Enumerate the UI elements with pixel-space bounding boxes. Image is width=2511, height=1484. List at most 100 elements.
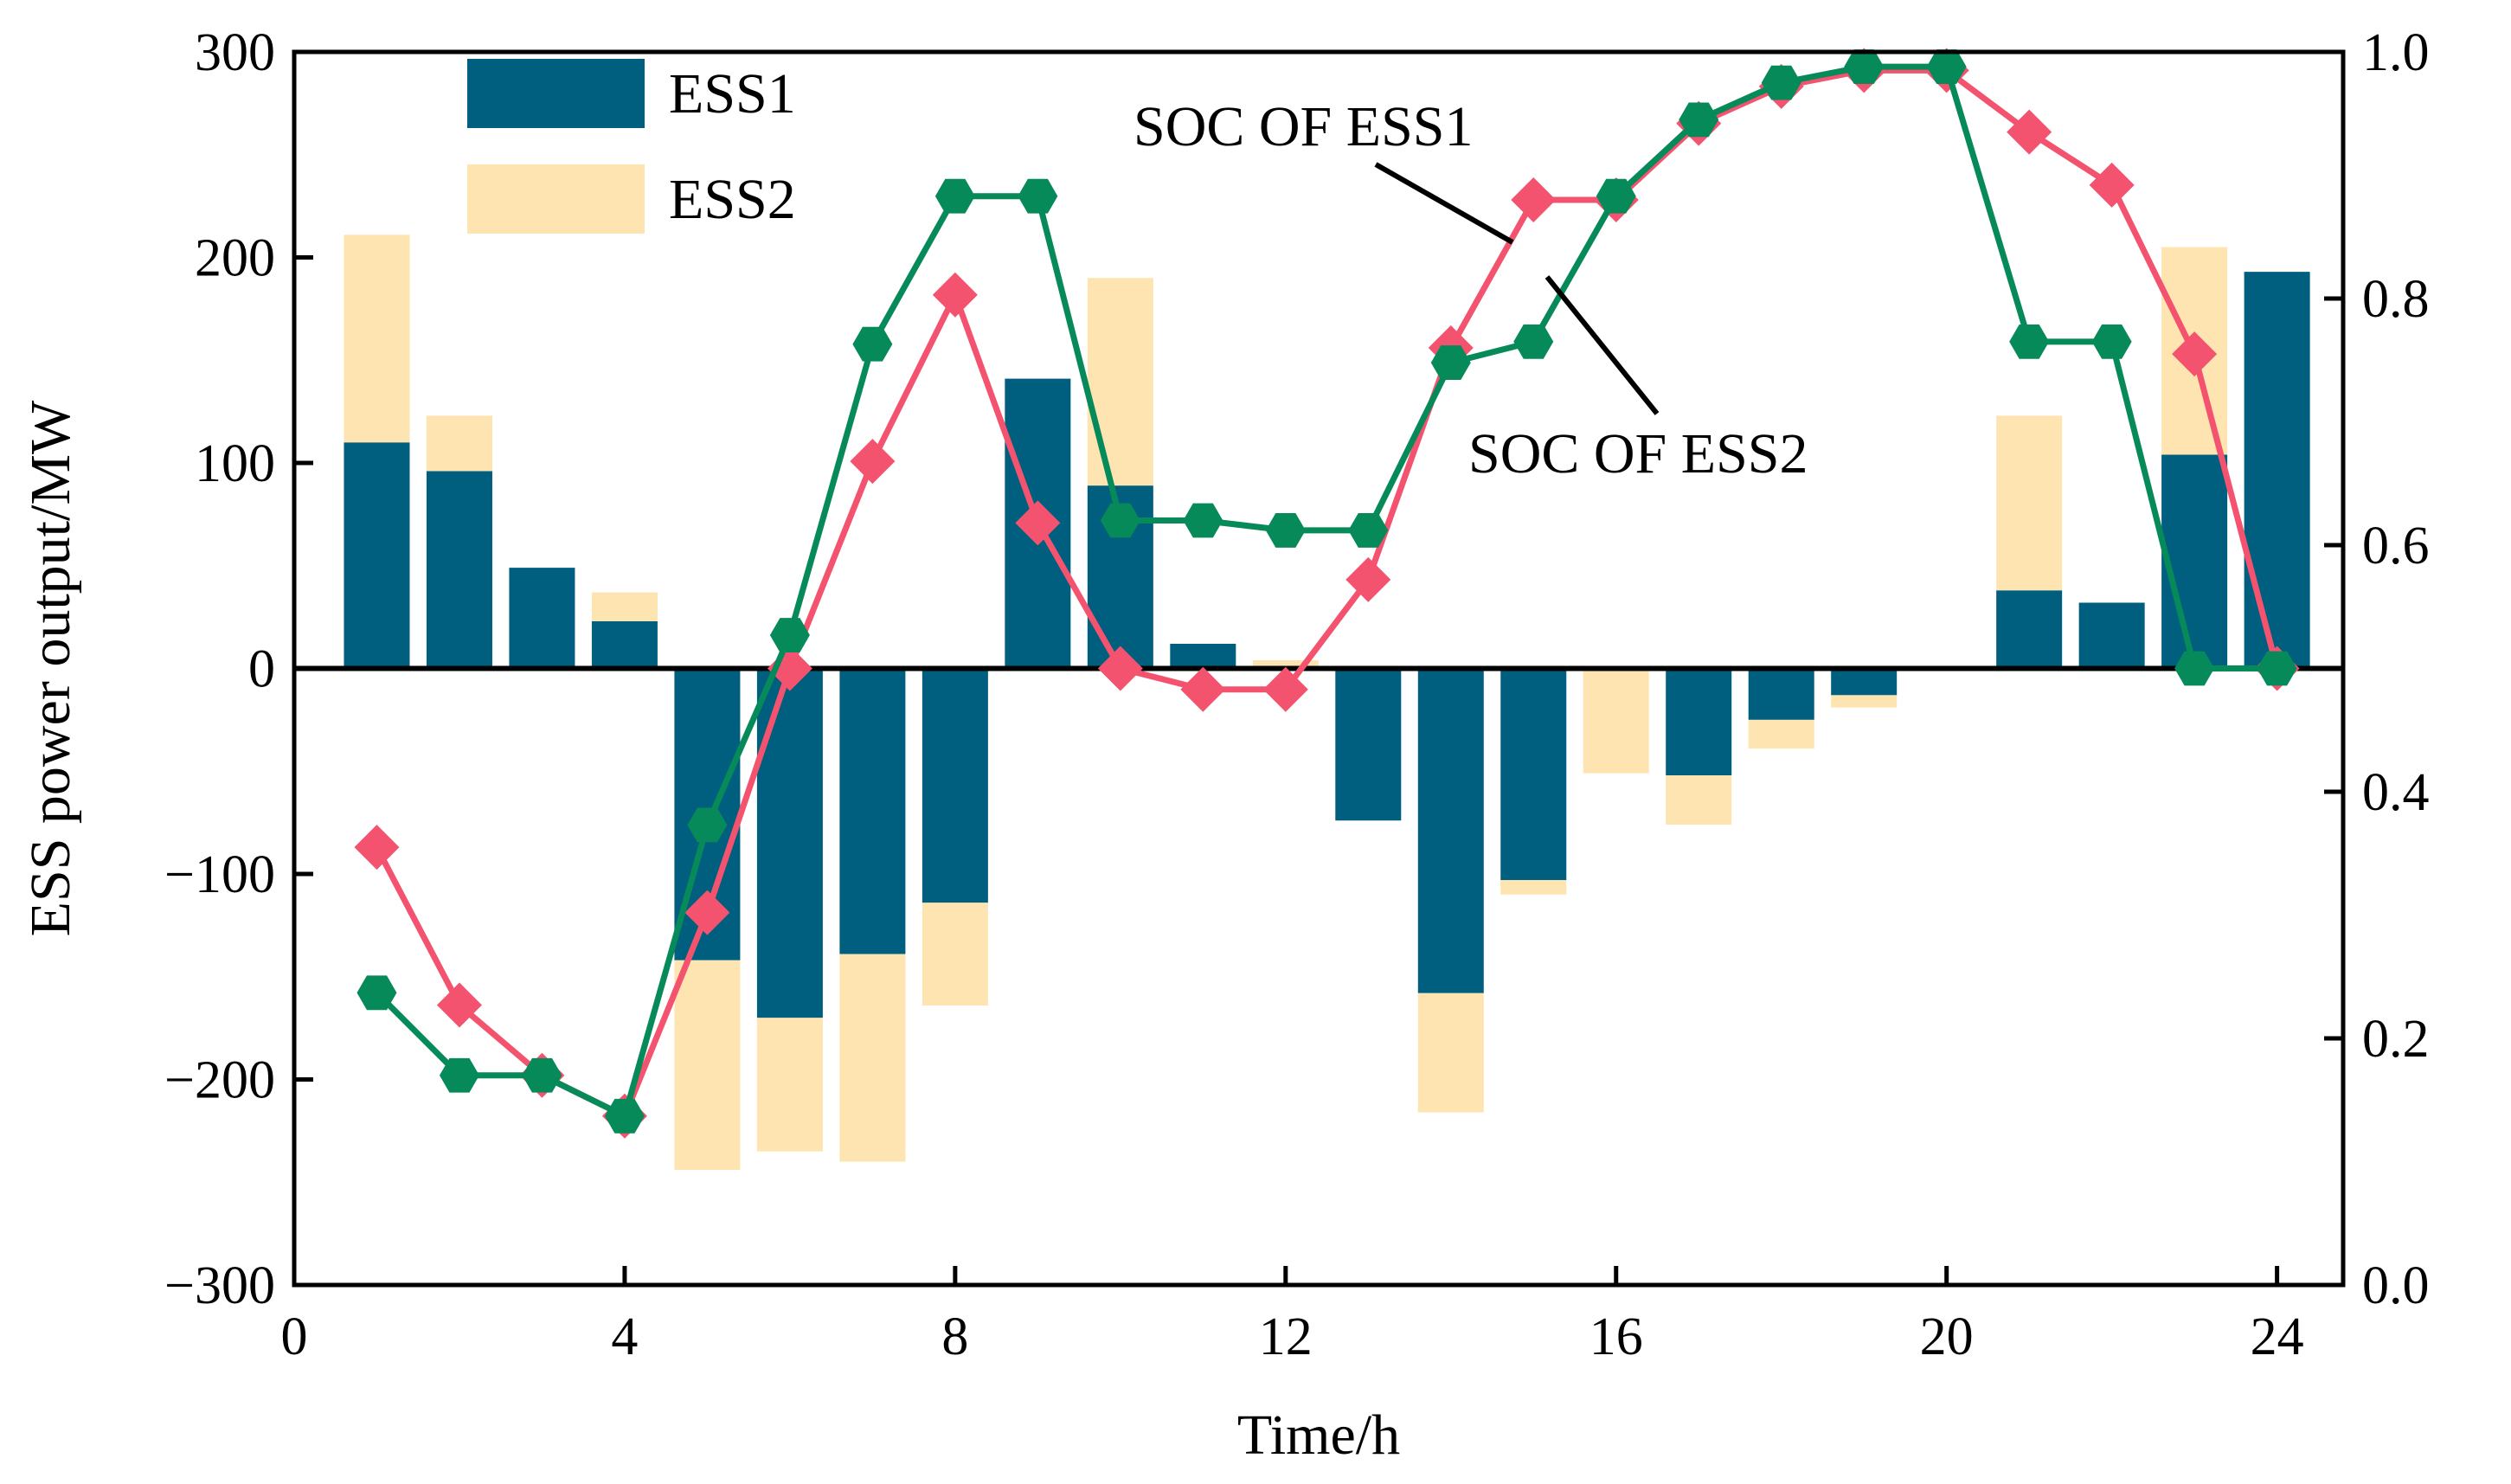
marker-soc-ess1-hour-22 bbox=[2089, 162, 2135, 208]
bar-ess1-hour-24 bbox=[2244, 272, 2310, 669]
bar-ess1-hour-8 bbox=[922, 668, 988, 903]
bar-ess1-hour-22 bbox=[2078, 602, 2145, 669]
marker-soc-ess2-hour-1 bbox=[356, 975, 397, 1011]
marker-soc-ess1-hour-21 bbox=[2007, 109, 2052, 155]
bar-ess1-hour-11 bbox=[1170, 644, 1236, 669]
marker-soc-ess2-hour-19 bbox=[1844, 49, 1885, 85]
marker-soc-ess2-hour-14 bbox=[1430, 345, 1471, 381]
annotation-leader-soc-ess1 bbox=[1374, 162, 1514, 245]
y-tick-label--300: −300 bbox=[164, 1256, 275, 1315]
bar-ess2-hour-4 bbox=[591, 592, 658, 621]
line-soc-ess1 bbox=[374, 67, 2280, 1120]
marker-soc-ess1-hour-7 bbox=[850, 439, 896, 485]
bar-ess2-hour-14 bbox=[1417, 993, 1484, 1113]
y2-tick-label-0.4: 0.4 bbox=[2362, 763, 2430, 822]
bar-ess2-hour-17 bbox=[1666, 775, 1732, 825]
bar-ess2-hour-10 bbox=[1087, 278, 1153, 486]
y-tick-label-100: 100 bbox=[195, 434, 275, 493]
line-soc-ess2 bbox=[375, 63, 2277, 1120]
x-tick-label-4: 4 bbox=[611, 1307, 638, 1366]
marker-soc-ess1-hour-2 bbox=[436, 982, 482, 1028]
bar-ess1-hour-23 bbox=[2161, 454, 2228, 669]
x-tick-label-20: 20 bbox=[1920, 1307, 1974, 1366]
bar-ess1-hour-1 bbox=[344, 442, 410, 669]
annotation-leader-soc-ess2 bbox=[1544, 275, 1660, 415]
legend-swatch-ess1 bbox=[467, 59, 645, 128]
x-tick-label-8: 8 bbox=[941, 1307, 968, 1366]
legend-label-ess1: ESS1 bbox=[669, 62, 796, 125]
marker-soc-ess2-hour-5 bbox=[687, 807, 728, 843]
y-axis-title: ESS power output/MW bbox=[19, 400, 82, 936]
annotations: SOC OF ESS1 SOC OF ESS2 bbox=[1133, 95, 1808, 485]
bar-ess2-hour-15 bbox=[1500, 880, 1567, 895]
legend-swatch-ess2 bbox=[467, 164, 645, 234]
bar-ess1-hour-6 bbox=[756, 668, 823, 1018]
bar-ess2-hour-12 bbox=[1252, 660, 1319, 669]
axes-layer: −300−200−10001002003000.00.20.40.60.81.0… bbox=[164, 23, 2429, 1366]
x-tick-label-0: 0 bbox=[281, 1307, 308, 1366]
marker-soc-ess2-hour-3 bbox=[522, 1057, 562, 1093]
y2-tick-label-1: 1.0 bbox=[2362, 23, 2430, 82]
marker-soc-ess2-hour-10 bbox=[1100, 503, 1140, 538]
bar-ess1-hour-3 bbox=[509, 568, 575, 669]
bar-ess2-hour-16 bbox=[1583, 668, 1649, 774]
bar-ess1-hour-14 bbox=[1417, 668, 1484, 993]
y-tick-label--200: −200 bbox=[164, 1051, 275, 1110]
marker-soc-ess2-hour-16 bbox=[1596, 178, 1636, 214]
bar-ess1-hour-13 bbox=[1335, 668, 1402, 821]
legend: ESS1 ESS2 bbox=[467, 59, 796, 234]
bar-ess2-hour-2 bbox=[426, 415, 492, 472]
bar-ess2-hour-7 bbox=[839, 954, 906, 1162]
marker-soc-ess1-hour-11 bbox=[1180, 666, 1226, 712]
y2-tick-label-0.6: 0.6 bbox=[2362, 517, 2430, 575]
marker-soc-ess1-hour-9 bbox=[1015, 500, 1061, 546]
y-tick-label-0: 0 bbox=[248, 640, 275, 699]
bar-ess1-hour-15 bbox=[1500, 668, 1567, 881]
marker-soc-ess1-hour-5 bbox=[684, 890, 730, 935]
bar-ess1-hour-7 bbox=[839, 668, 906, 954]
bar-ess1-hour-19 bbox=[1831, 668, 1898, 696]
bar-ess1-hour-17 bbox=[1666, 668, 1732, 775]
bar-ess2-hour-18 bbox=[1748, 719, 1814, 749]
y2-tick-label-0.2: 0.2 bbox=[2362, 1010, 2430, 1069]
marker-soc-ess2-hour-18 bbox=[1761, 65, 1801, 100]
annotation-soc-ess1: SOC OF ESS1 bbox=[1133, 95, 1474, 158]
bar-ess2-hour-1 bbox=[344, 234, 410, 443]
bar-ess1-hour-4 bbox=[591, 620, 658, 669]
bar-ess2-hour-19 bbox=[1831, 695, 1898, 708]
marker-soc-ess2-hour-23 bbox=[2174, 651, 2215, 686]
marker-soc-ess2-hour-11 bbox=[1183, 503, 1223, 538]
x-tick-label-12: 12 bbox=[1259, 1307, 1313, 1366]
marker-soc-ess2-hour-8 bbox=[934, 178, 975, 214]
marker-soc-ess2-hour-22 bbox=[2091, 324, 2132, 359]
y2-tick-label-0: 0.0 bbox=[2362, 1256, 2430, 1315]
marker-soc-ess2-hour-7 bbox=[852, 326, 893, 362]
bar-ess1-hour-18 bbox=[1748, 668, 1814, 720]
soc-lines-layer bbox=[354, 48, 2300, 1139]
bar-ess2-hour-6 bbox=[756, 1018, 823, 1152]
y-tick-label--100: −100 bbox=[164, 845, 275, 904]
bar-ess1-hour-21 bbox=[1996, 590, 2063, 669]
x-axis-title: Time/h bbox=[1237, 1404, 1400, 1467]
y-tick-label-300: 300 bbox=[195, 23, 275, 82]
legend-label-ess2: ESS2 bbox=[669, 168, 796, 231]
marker-soc-ess1-hour-23 bbox=[2172, 331, 2218, 377]
marker-soc-ess1-hour-12 bbox=[1262, 666, 1308, 712]
marker-soc-ess2-hour-2 bbox=[439, 1057, 479, 1093]
bar-ess2-hour-21 bbox=[1996, 415, 2063, 591]
y2-tick-label-0.8: 0.8 bbox=[2362, 270, 2430, 329]
marker-soc-ess2-hour-9 bbox=[1018, 178, 1058, 214]
marker-soc-ess1-hour-15 bbox=[1511, 177, 1557, 222]
marker-soc-ess1-hour-13 bbox=[1345, 556, 1391, 602]
marker-soc-ess2-hour-20 bbox=[1926, 49, 1967, 85]
marker-soc-ess2-hour-6 bbox=[769, 618, 810, 652]
marker-soc-ess1-hour-8 bbox=[932, 272, 978, 318]
bar-ess2-hour-8 bbox=[922, 903, 988, 1005]
marker-soc-ess2-hour-17 bbox=[1679, 102, 1719, 138]
marker-soc-ess1-hour-10 bbox=[1097, 646, 1143, 691]
marker-soc-ess2-hour-12 bbox=[1265, 512, 1306, 548]
marker-soc-ess2-hour-4 bbox=[604, 1098, 645, 1134]
y-tick-label-200: 200 bbox=[195, 229, 275, 288]
marker-soc-ess2-hour-13 bbox=[1348, 512, 1389, 548]
